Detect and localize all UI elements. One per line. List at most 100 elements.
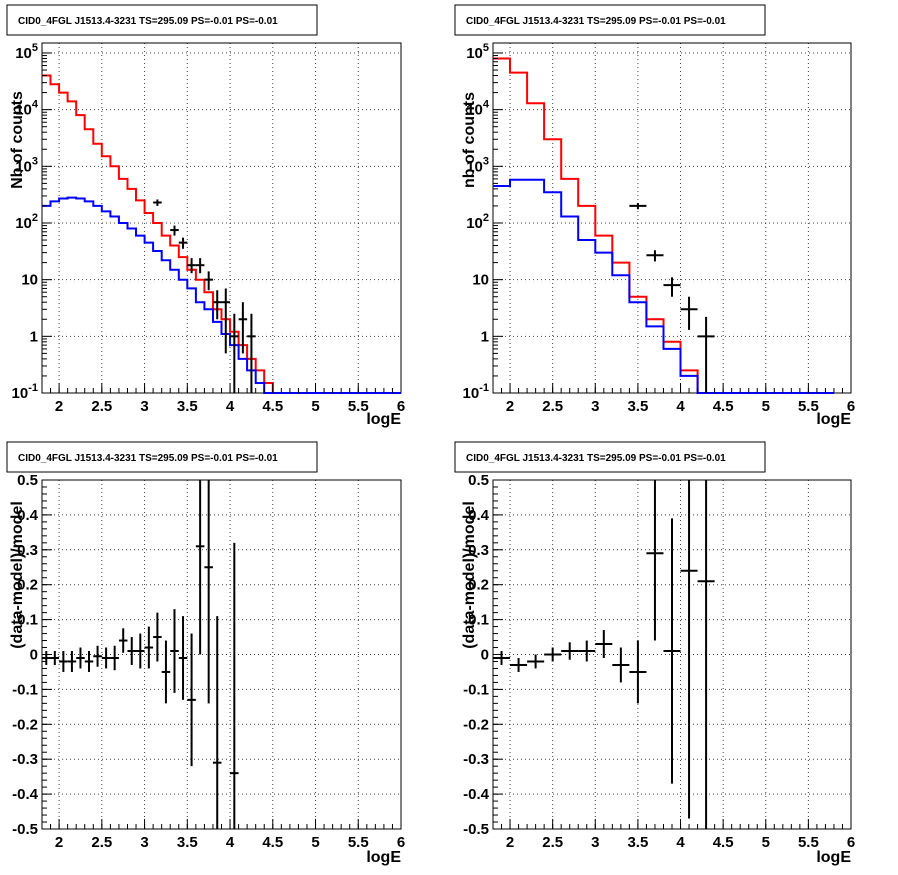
- x-tick-label: 3: [591, 398, 599, 415]
- x-tick-label: 6: [397, 834, 405, 851]
- y-tick-label: 102: [466, 212, 489, 232]
- x-axis-label: logE: [366, 849, 401, 866]
- x-tick-label: 4.5: [713, 834, 734, 851]
- x-tick-label: 5.5: [348, 398, 369, 415]
- x-tick-label: 2.5: [91, 398, 112, 415]
- x-tick-label: 3.5: [177, 834, 198, 851]
- x-tick-label: 4.5: [262, 398, 283, 415]
- y-tick-label: -0.3: [12, 751, 38, 768]
- x-tick-label: 4: [676, 398, 685, 415]
- step-series-line: [493, 178, 834, 394]
- x-tick-label: 5.5: [348, 834, 369, 851]
- x-tick-label: 5: [762, 398, 770, 415]
- series: [493, 57, 834, 394]
- series: [493, 480, 715, 829]
- y-tick-label: 0.4: [17, 507, 39, 524]
- y-tick-label: 10: [21, 272, 38, 289]
- x-tick-label: 2: [506, 834, 514, 851]
- chart-title: CID0_4FGL J1513.4-3231 TS=295.09 PS=-0.0…: [18, 453, 278, 464]
- y-tick-label: 1: [481, 328, 489, 345]
- y-tick-label: -0.1: [12, 681, 38, 698]
- x-tick-label: 2.5: [542, 398, 563, 415]
- y-tick-label: 1: [30, 328, 38, 345]
- y-tick-label: 105: [15, 42, 38, 62]
- x-tick-label: 3.5: [627, 398, 648, 415]
- x-tick-label: 2.5: [91, 834, 112, 851]
- y-tick-exponent: 5: [483, 42, 489, 54]
- plot-frame: [492, 42, 852, 394]
- x-tick-label: 2: [55, 398, 63, 415]
- y-tick-label: 102: [15, 212, 38, 232]
- y-tick-label: 10-1: [12, 382, 38, 402]
- x-tick-label: 3: [591, 834, 599, 851]
- y-tick-label: -0.1: [463, 681, 489, 698]
- x-tick-label: 4.5: [713, 398, 734, 415]
- y-tick-label: 0.5: [468, 472, 489, 489]
- x-tick-label: 5: [311, 834, 319, 851]
- y-axis-label: nb of counts: [461, 92, 478, 188]
- x-axis-label: logE: [816, 849, 851, 866]
- x-tick-label: 5.5: [798, 398, 819, 415]
- panel-residuals-left: CID0_4FGL J1513.4-3231 TS=295.09 PS=-0.0…: [6, 441, 405, 866]
- ticks: 2 2.5 3 3.5 4 4.5 5 5.5 6 -0.5 -0.4 -0.3 -0.2 -0.1 0 0.…: [463, 472, 855, 851]
- y-tick-exponent: -1: [479, 382, 489, 394]
- panel-counts-right: CID0_4FGL J1513.4-3231 TS=295.09 PS=-0.0…: [454, 4, 856, 428]
- y-tick-label: 0.3: [468, 542, 489, 559]
- plot-frame: [41, 479, 402, 830]
- y-tick-label: 10-1: [463, 382, 489, 402]
- title-box: [454, 4, 766, 36]
- y-tick-label: 105: [466, 42, 489, 62]
- y-tick-label: -0.5: [12, 821, 38, 838]
- y-tick-label: 0.2: [468, 577, 489, 594]
- x-axis-label: logE: [366, 411, 401, 428]
- y-tick-label: -0.5: [463, 821, 489, 838]
- x-tick-label: 2: [55, 834, 63, 851]
- x-tick-label: 4.5: [262, 834, 283, 851]
- ticks: 2 2.5 3 3.5 4 4.5 5 5.5 6 -0.5 -0.4 -0.3 -0.2 -0.1 0 0.…: [12, 472, 405, 851]
- x-tick-label: 4: [676, 834, 685, 851]
- y-tick-exponent: 5: [32, 42, 38, 54]
- y-axis-label: Nb of counts: [9, 91, 26, 189]
- series: [42, 480, 239, 829]
- title-box: [6, 4, 318, 36]
- x-tick-label: 5: [311, 398, 319, 415]
- y-tick-exponent: 3: [483, 155, 489, 167]
- grid: [42, 43, 402, 394]
- x-tick-label: 3: [140, 398, 148, 415]
- y-tick-exponent: 3: [32, 155, 38, 167]
- x-tick-label: 2: [506, 398, 514, 415]
- step-series-line: [42, 196, 401, 394]
- x-tick-label: 3.5: [627, 834, 648, 851]
- y-tick-label: 0.4: [468, 507, 490, 524]
- x-axis-label: logE: [816, 411, 851, 428]
- y-tick-label: 0.1: [468, 612, 489, 629]
- y-axis-label: (data-model)/model: [461, 501, 478, 649]
- grid: [42, 479, 402, 830]
- y-tick-label: -0.2: [463, 716, 489, 733]
- grid: [493, 43, 852, 394]
- x-tick-label: 2.5: [542, 834, 563, 851]
- x-tick-label: 4: [226, 398, 235, 415]
- y-axis-label: (data-model)/model: [9, 501, 26, 649]
- y-tick-label: 0: [30, 647, 38, 664]
- y-tick-label: 0.5: [17, 472, 38, 489]
- y-tick-label: -0.4: [463, 786, 490, 803]
- panel-counts-left: CID0_4FGL J1513.4-3231 TS=295.09 PS=-0.0…: [6, 4, 405, 428]
- y-tick-label: -0.4: [12, 786, 39, 803]
- title-box: [454, 441, 766, 473]
- x-tick-label: 6: [847, 834, 855, 851]
- y-tick-label: 0.2: [17, 577, 38, 594]
- y-tick-exponent: 2: [483, 212, 489, 224]
- y-tick-exponent: 2: [32, 212, 38, 224]
- x-tick-label: 3: [140, 834, 148, 851]
- y-tick-label: 0.3: [17, 542, 38, 559]
- x-tick-label: 3.5: [177, 398, 198, 415]
- x-tick-label: 6: [847, 398, 855, 415]
- y-tick-label: -0.3: [463, 751, 489, 768]
- y-tick-label: 0: [481, 647, 489, 664]
- chart-title: CID0_4FGL J1513.4-3231 TS=295.09 PS=-0.0…: [466, 16, 726, 27]
- title-box: [6, 441, 318, 473]
- y-tick-exponent: 4: [32, 99, 39, 111]
